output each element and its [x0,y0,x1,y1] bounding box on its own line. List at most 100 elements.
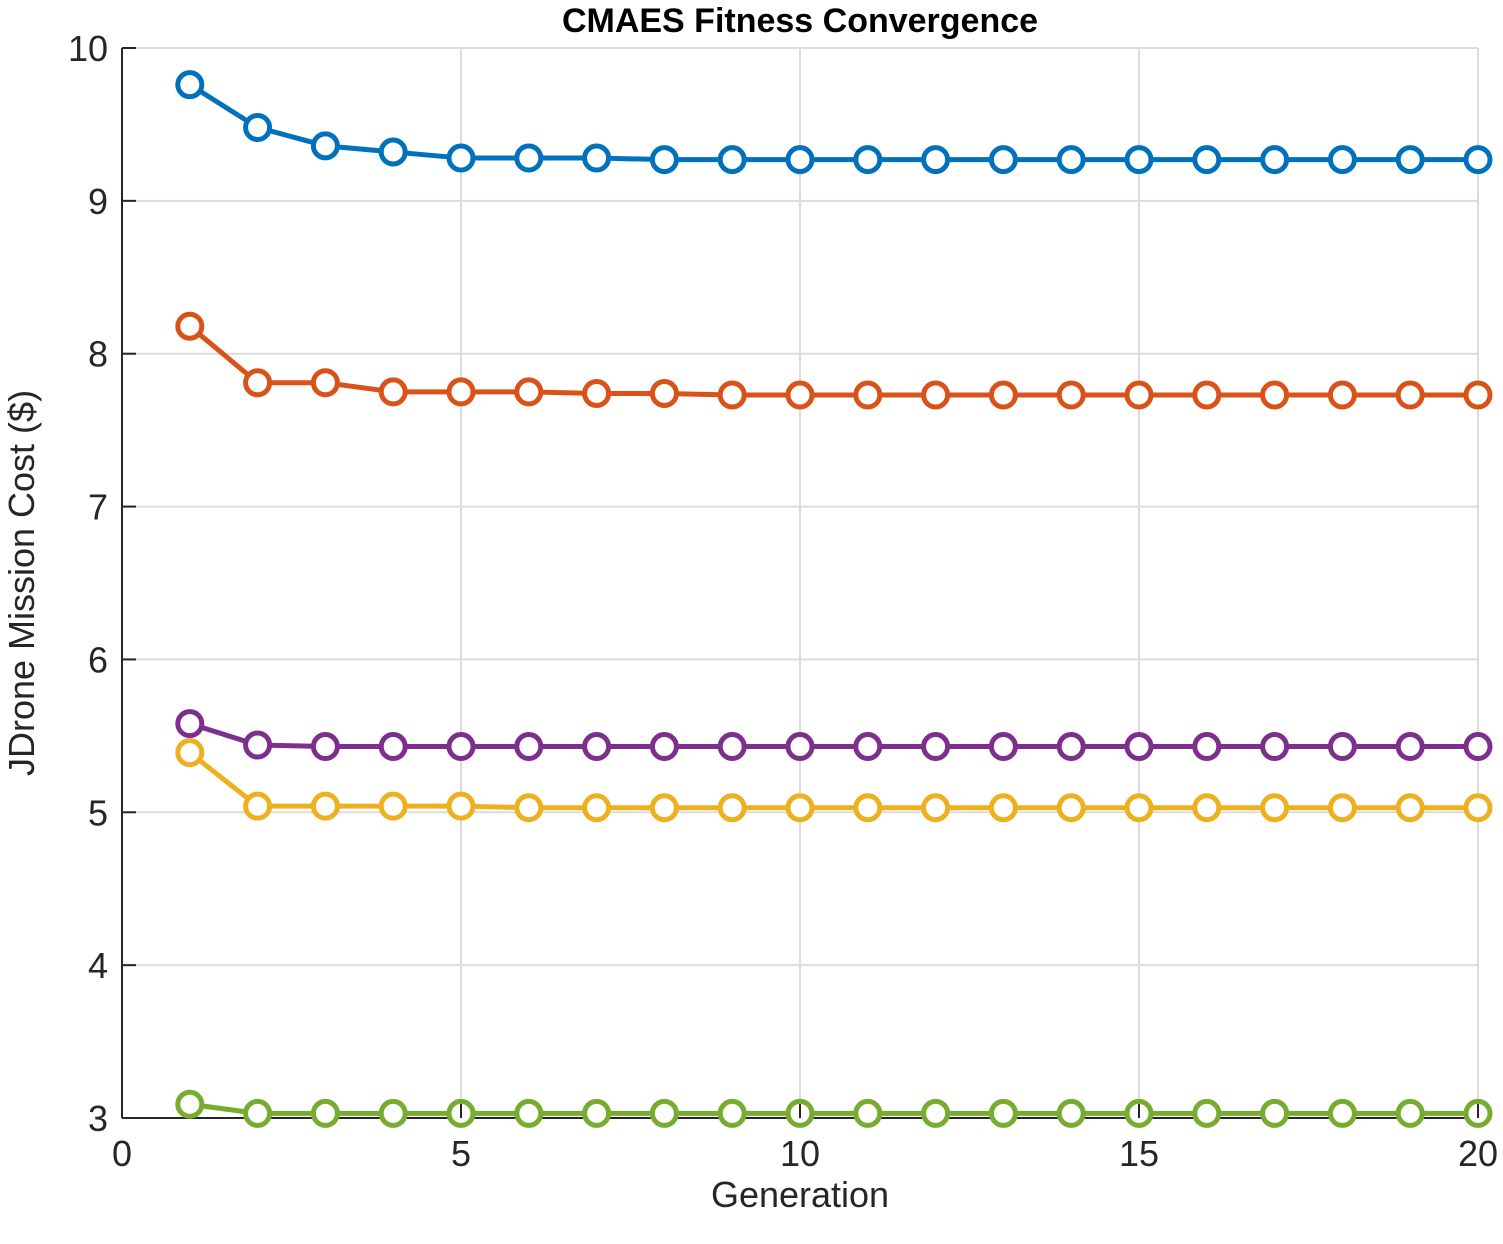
series-2-point-3 [378,732,408,762]
series-2-point-12 [988,732,1018,762]
series-4-point-11 [921,1098,951,1128]
y-tick-label-3: 6 [88,639,108,680]
series-0-point-6 [582,143,612,173]
series-2-point-14 [1124,732,1154,762]
series-4-point-1 [243,1098,273,1128]
series-2-point-6 [582,732,612,762]
series-1-point-11 [921,380,951,410]
series-3-point-8 [717,793,747,823]
series-4-point-8 [717,1098,747,1128]
series-2-point-0 [175,709,205,739]
series-1-point-17 [1327,380,1357,410]
series-0-point-8 [717,145,747,175]
series-3-point-7 [649,793,679,823]
series-1-point-19 [1463,380,1493,410]
series-2-point-15 [1192,732,1222,762]
series-4-point-7 [649,1098,679,1128]
series-1-point-9 [785,380,815,410]
series-3-point-6 [582,793,612,823]
x-tick-label-2: 10 [780,1133,820,1174]
grid-layer [122,47,1479,1118]
series-4-point-2 [310,1098,340,1128]
x-tick-label-3: 15 [1119,1133,1159,1174]
series-4-point-15 [1192,1098,1222,1128]
series-4-point-12 [988,1098,1018,1128]
y-tick-label-7: 10 [68,28,108,69]
series-4-point-13 [1056,1098,1086,1128]
series-0-point-0 [175,70,205,100]
series-1-point-14 [1124,380,1154,410]
y-tick-label-0: 3 [88,1098,108,1139]
series-3-point-17 [1327,793,1357,823]
series-1 [175,311,1493,410]
series-4-point-17 [1327,1098,1357,1128]
series-0-point-12 [988,145,1018,175]
series-2 [175,709,1493,762]
series-1-point-12 [988,380,1018,410]
series-1-point-0 [175,311,205,341]
series-0-point-13 [1056,145,1086,175]
series-0-point-1 [243,112,273,142]
x-tick-label-0: 0 [112,1133,132,1174]
series-3-point-1 [243,791,273,821]
series-3-point-3 [378,791,408,821]
series-0-point-14 [1124,145,1154,175]
series-0-point-3 [378,137,408,167]
series-1-point-3 [378,377,408,407]
series-4-point-16 [1260,1098,1290,1128]
y-tick-label-5: 8 [88,334,108,375]
series-1-point-16 [1260,380,1290,410]
series-2-point-19 [1463,732,1493,762]
series-3-point-16 [1260,793,1290,823]
series-0-point-15 [1192,145,1222,175]
series-3-point-12 [988,793,1018,823]
series-1-point-2 [310,368,340,398]
series-3-point-5 [514,793,544,823]
series-2-point-10 [853,732,883,762]
series-1-point-6 [582,378,612,408]
series-0-point-18 [1395,145,1425,175]
series-2-point-18 [1395,732,1425,762]
series-3-point-4 [446,791,476,821]
series-4-point-0 [175,1089,205,1119]
ticks-layer: 0 5 10 15 20 3 4 5 6 7 8 9 10 [68,28,1498,1174]
series-3-point-11 [921,793,951,823]
series-2-point-8 [717,732,747,762]
series-0-point-17 [1327,145,1357,175]
series-3-point-2 [310,791,340,821]
series-3-point-15 [1192,793,1222,823]
series-2-point-9 [785,732,815,762]
series-layer [175,70,1493,1128]
series-2-point-13 [1056,732,1086,762]
series-2-point-11 [921,732,951,762]
y-tick-label-1: 4 [88,945,108,986]
y-tick-label-2: 5 [88,792,108,833]
x-axis-label: Generation [711,1174,889,1215]
series-0-point-11 [921,145,951,175]
series-4 [175,1089,1493,1128]
series-3-point-10 [853,793,883,823]
series-0-point-2 [310,131,340,161]
series-2-point-7 [649,732,679,762]
y-tick-label-4: 7 [88,487,108,528]
series-1-point-8 [717,380,747,410]
series-2-point-17 [1327,732,1357,762]
series-1-point-5 [514,377,544,407]
series-3 [175,738,1493,823]
series-0-point-4 [446,143,476,173]
series-0-point-9 [785,145,815,175]
series-3-point-13 [1056,793,1086,823]
series-1-point-4 [446,377,476,407]
y-axis-label: JDrone Mission Cost ($) [1,390,42,776]
series-3-point-14 [1124,793,1154,823]
series-3-point-19 [1463,793,1493,823]
series-4-point-18 [1395,1098,1425,1128]
series-2-point-2 [310,732,340,762]
series-0-point-16 [1260,145,1290,175]
chart-title: CMAES Fitness Convergence [562,2,1038,40]
series-3-point-9 [785,793,815,823]
x-tick-label-4: 20 [1458,1133,1498,1174]
series-2-point-4 [446,732,476,762]
